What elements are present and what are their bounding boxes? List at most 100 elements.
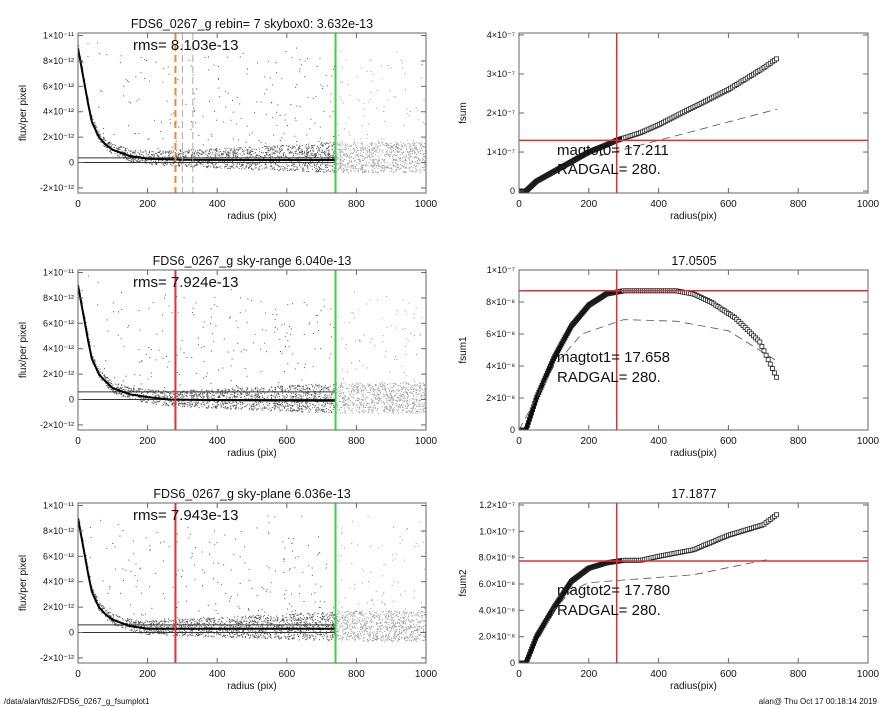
scatter-point (162, 138, 164, 140)
scatter-point (366, 153, 368, 155)
scatter-point (357, 386, 359, 388)
scatter-point (213, 64, 215, 66)
scatter-point (353, 390, 355, 392)
scatter-point (229, 317, 230, 319)
scatter-point (297, 385, 299, 387)
scatter-point (396, 401, 398, 403)
scatter-point (277, 156, 279, 157)
scatter-point (272, 403, 274, 404)
scatter-point (384, 162, 386, 164)
scatter-point (339, 400, 340, 402)
scatter-point (317, 163, 319, 165)
scatter-point (225, 152, 227, 154)
scatter-point (178, 126, 180, 128)
scatter-point (380, 153, 382, 155)
scatter-point (287, 146, 289, 148)
scatter-point (322, 145, 324, 147)
scatter-point (352, 143, 354, 145)
scatter-point (301, 406, 303, 407)
scatter-point (260, 164, 262, 166)
scatter-point (208, 392, 210, 394)
scatter-point (377, 164, 379, 166)
scatter-point (150, 376, 152, 378)
scatter-point (372, 155, 374, 157)
scatter-point (252, 150, 254, 152)
scatter-point (315, 168, 317, 170)
scatter-point (194, 392, 196, 394)
scatter-point (414, 385, 416, 387)
scatter-point (288, 158, 290, 160)
scatter-point (241, 165, 243, 167)
scatter-point (160, 392, 162, 394)
scatter-point (364, 334, 365, 336)
scatter-point (182, 161, 184, 163)
scatter-point (238, 148, 240, 150)
scatter-point (191, 392, 193, 394)
scatter-point (398, 168, 400, 170)
scatter-point (275, 401, 277, 403)
scatter-point (202, 377, 204, 379)
scatter-point (423, 167, 425, 169)
scatter-point (285, 410, 287, 412)
scatter-point (91, 115, 93, 116)
scatter-point (408, 168, 410, 170)
scatter-point (235, 149, 237, 151)
scatter-point (249, 408, 250, 409)
scatter-point (176, 372, 178, 374)
scatter-point (421, 64, 422, 65)
scatter-point (348, 398, 350, 400)
scatter-point (133, 161, 135, 162)
scatter-point (336, 392, 338, 394)
scatter-point (242, 164, 244, 166)
scatter-point (373, 410, 375, 412)
scatter-point (332, 68, 334, 70)
scatter-point (418, 393, 420, 395)
scatter-point (168, 154, 170, 156)
scatter-point (239, 394, 241, 396)
scatter-point (385, 151, 387, 153)
scatter-point (369, 385, 371, 387)
scatter-point (341, 389, 343, 391)
scatter-point (147, 390, 149, 392)
scatter-point (322, 404, 323, 406)
scatter-point (306, 149, 308, 151)
scatter-point (413, 164, 415, 166)
scatter-point (405, 159, 407, 161)
scatter-point (248, 151, 250, 153)
scatter-point (299, 405, 301, 407)
scatter-point (329, 165, 331, 167)
scatter-point (352, 153, 354, 155)
scatter-point (258, 155, 260, 157)
scatter-point (344, 412, 346, 414)
scatter-point (251, 300, 253, 302)
scatter-point (362, 157, 364, 159)
scatter-point (127, 327, 129, 329)
scatter-point (322, 151, 324, 153)
scatter-point (147, 378, 149, 380)
scatter-point (354, 384, 356, 386)
scatter-point (225, 149, 227, 151)
scatter-point (165, 402, 167, 404)
scatter-point (281, 390, 283, 392)
scatter-point (309, 150, 311, 152)
scatter-point (323, 410, 324, 412)
scatter-point (268, 60, 270, 62)
scatter-point (315, 169, 317, 171)
scatter-point (342, 159, 344, 161)
scatter-point (324, 387, 326, 389)
scatter-point (364, 387, 366, 389)
scatter-point (107, 384, 109, 386)
scatter-point (202, 161, 204, 163)
scatter-point (301, 167, 303, 169)
scatter-point (384, 382, 386, 384)
scatter-point (351, 161, 353, 163)
scatter-point (103, 375, 105, 377)
scatter-point (188, 405, 190, 407)
scatter-point (157, 389, 159, 391)
scatter-point (201, 153, 203, 155)
scatter-point (199, 393, 201, 395)
scatter-point (376, 395, 377, 397)
scatter-point (120, 388, 122, 390)
scatter-point (237, 156, 238, 157)
scatter-point (416, 148, 418, 150)
